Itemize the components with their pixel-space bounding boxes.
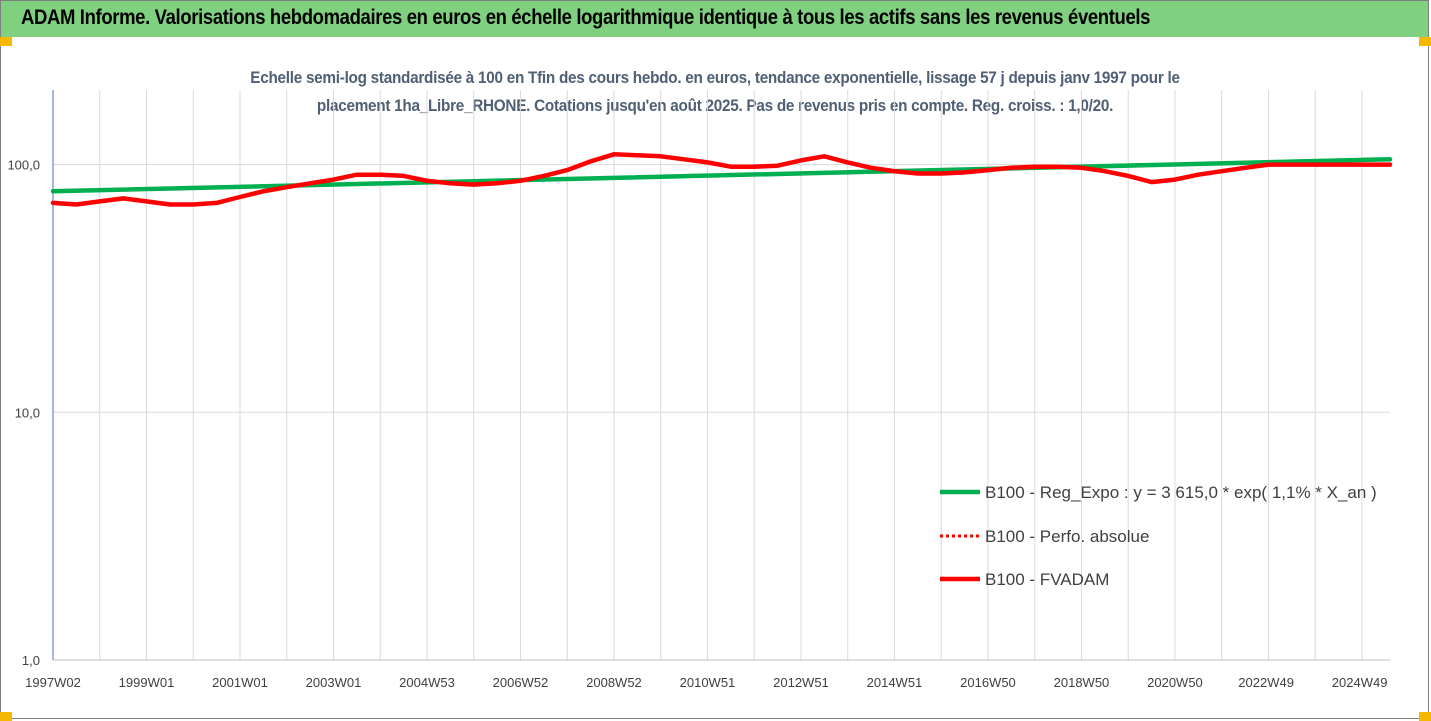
x-tick-label: 2016W50 bbox=[960, 675, 1016, 690]
legend-label-2[interactable]: B100 - Perfo. absolue bbox=[985, 527, 1149, 546]
corner-marker-bottom-right bbox=[1419, 712, 1431, 721]
x-tick-label: 2003W01 bbox=[306, 675, 362, 690]
x-tick-label: 2008W52 bbox=[586, 675, 642, 690]
x-tick-label: 2018W50 bbox=[1054, 675, 1110, 690]
gridlines bbox=[53, 90, 1390, 661]
corner-marker-top-left bbox=[0, 37, 12, 46]
y-tick-label: 1,0 bbox=[22, 653, 40, 668]
legend-label-3[interactable]: B100 - FVADAM bbox=[985, 570, 1109, 589]
corner-marker-top-right bbox=[1419, 37, 1431, 46]
x-tick-label: 2012W51 bbox=[773, 675, 829, 690]
x-tick-label: 2024W49 bbox=[1332, 675, 1388, 690]
x-tick-label: 2022W49 bbox=[1238, 675, 1294, 690]
chart-title-line-1: Echelle semi-log standardisée à 100 en T… bbox=[250, 68, 1180, 87]
y-tick-label: 100,0 bbox=[7, 158, 40, 173]
series-line-1 bbox=[50, 157, 1393, 194]
x-tick-label: 2004W53 bbox=[399, 675, 455, 690]
series-lines bbox=[50, 152, 1393, 207]
x-tick-label: 1997W02 bbox=[25, 675, 81, 690]
x-tick-label: 2001W01 bbox=[212, 675, 268, 690]
series-line-3 bbox=[50, 152, 1393, 207]
chart-title: Echelle semi-log standardisée à 100 en T… bbox=[234, 64, 1197, 120]
x-tick-label: 2006W52 bbox=[493, 675, 549, 690]
corner-marker-bottom-left bbox=[0, 712, 12, 721]
x-tick-label: 2020W50 bbox=[1147, 675, 1203, 690]
y-tick-label: 10,0 bbox=[15, 405, 40, 420]
legend-label-1[interactable]: B100 - Reg_Expo : y = 3 615,0 * exp( 1,1… bbox=[985, 483, 1377, 502]
report-header: ADAM Informe. Valorisations hebdomadaire… bbox=[1, 1, 1428, 37]
x-tick-label: 1999W01 bbox=[119, 675, 175, 690]
legend[interactable]: B100 - Reg_Expo : y = 3 615,0 * exp( 1,1… bbox=[940, 483, 1377, 589]
x-tick-label: 2014W51 bbox=[867, 675, 923, 690]
axes: 1,0 10,0 100,0 1997W02 1999W01 2001W01 2003W01… bbox=[7, 90, 1390, 690]
report-title: ADAM Informe. Valorisations hebdomadaire… bbox=[21, 6, 1151, 29]
chart-title-line-2: placement 1ha_Libre_RHONE. Cotations jus… bbox=[316, 96, 1114, 115]
x-tick-label: 2010W51 bbox=[680, 675, 736, 690]
